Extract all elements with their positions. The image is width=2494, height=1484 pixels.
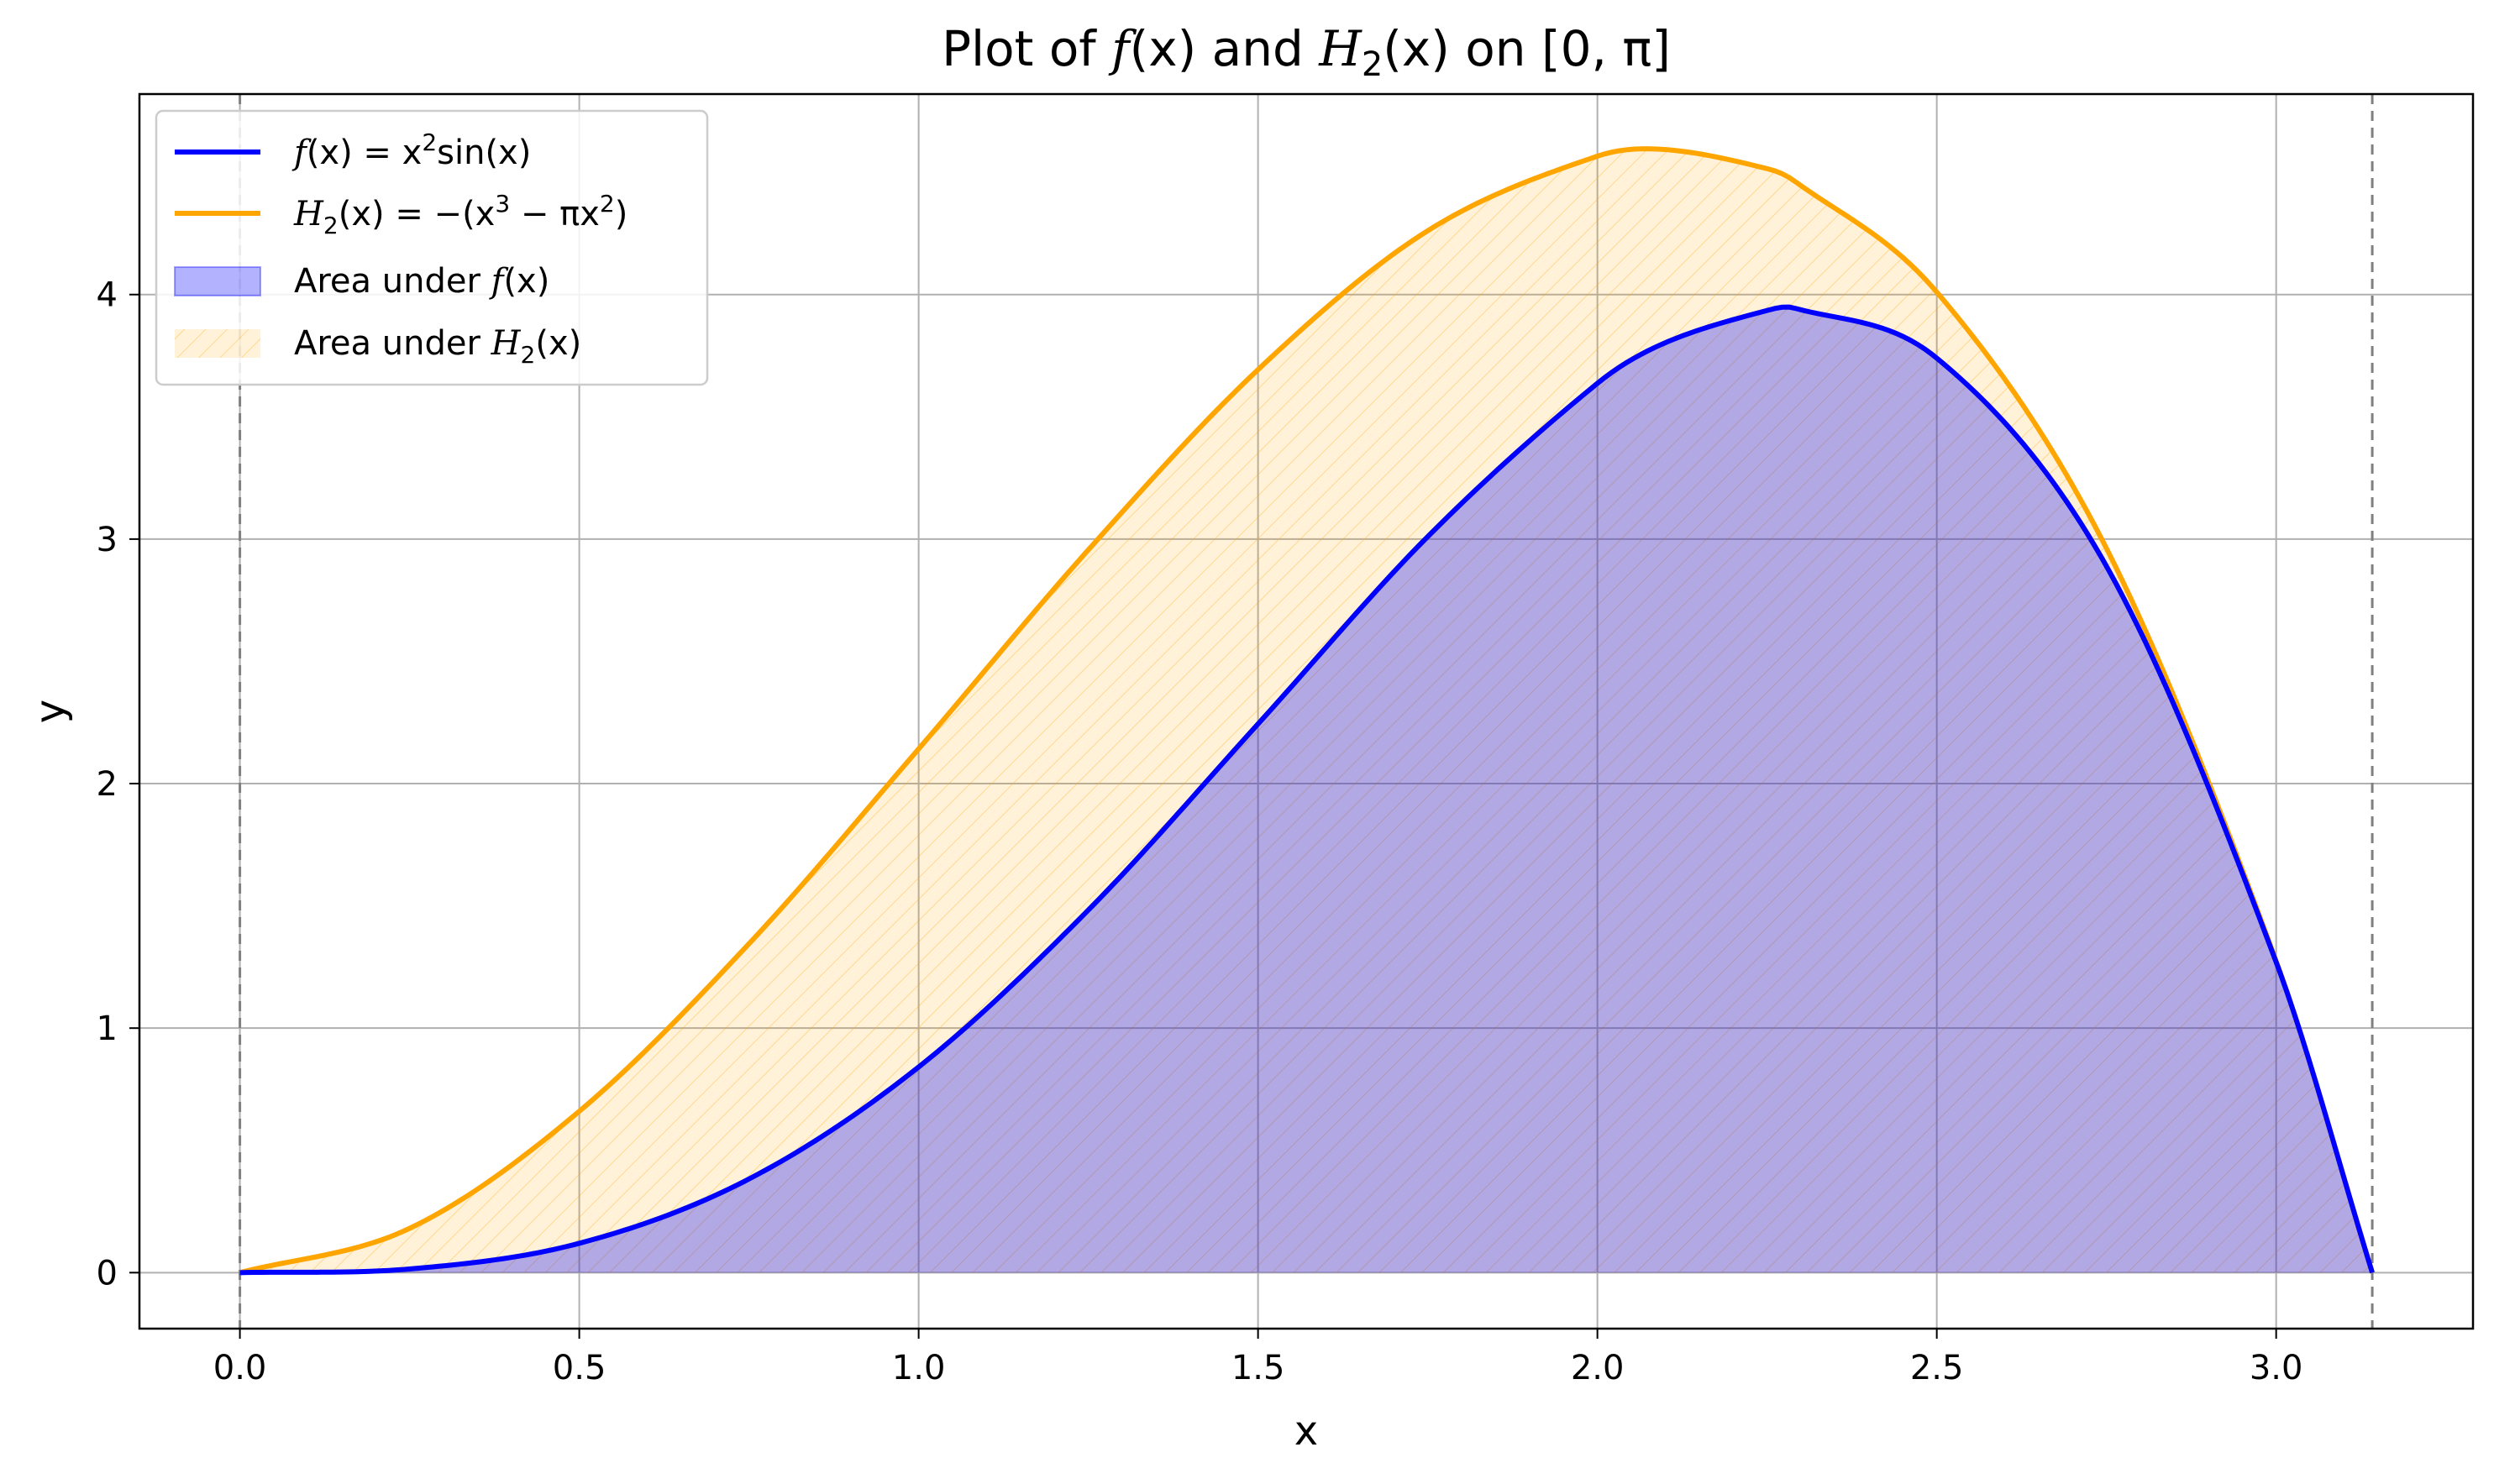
legend-label-f: f(x) = x2sin(x) bbox=[291, 128, 531, 172]
area-under-f bbox=[239, 307, 2373, 1273]
x-tick-label: 0.5 bbox=[553, 1349, 606, 1387]
x-tick-label: 1.5 bbox=[1231, 1349, 1285, 1387]
series-line-h2 bbox=[239, 146, 2375, 1276]
plot-frame bbox=[138, 92, 2475, 1330]
y-tick-label: 2 bbox=[97, 765, 118, 804]
y-axis-label: y bbox=[27, 700, 74, 723]
legend: f(x) = x2sin(x) H2(x) = −(x3 − πx2) Area… bbox=[155, 109, 709, 386]
y-tick-label: 1 bbox=[97, 1009, 118, 1048]
series-line-f bbox=[239, 304, 2375, 1276]
y-ticks: 0 1 2 3 4 bbox=[97, 276, 139, 1293]
x-tick-label: 0.0 bbox=[213, 1349, 267, 1387]
y-tick-label: 3 bbox=[97, 521, 118, 559]
x-tick-label: 2.5 bbox=[1910, 1349, 1964, 1387]
chart-title: Plot of f(x) and H2(x) on [0, π] bbox=[942, 20, 1671, 84]
legend-swatch-area-h2-hatch bbox=[175, 329, 260, 358]
x-axis-label: x bbox=[1294, 1408, 1318, 1455]
legend-label-h2: H2(x) = −(x3 − πx2) bbox=[293, 190, 627, 239]
legend-label-area-f: Area under f(x) bbox=[294, 262, 549, 301]
x-tick-label: 1.0 bbox=[892, 1349, 946, 1387]
area-under-h2-hatch bbox=[239, 149, 2373, 1273]
y-tick-label: 4 bbox=[97, 276, 118, 315]
legend-box bbox=[155, 109, 709, 386]
legend-label-area-h2: Area under H2(x) bbox=[294, 324, 581, 369]
y-tick-label: 0 bbox=[97, 1254, 118, 1293]
x-tick-label: 2.0 bbox=[1571, 1349, 1625, 1387]
legend-swatch-area-f bbox=[174, 266, 261, 296]
x-ticks: 0.0 0.5 1.0 1.5 2.0 2.5 3.0 bbox=[213, 1329, 2303, 1387]
x-tick-label: 3.0 bbox=[2250, 1349, 2303, 1387]
